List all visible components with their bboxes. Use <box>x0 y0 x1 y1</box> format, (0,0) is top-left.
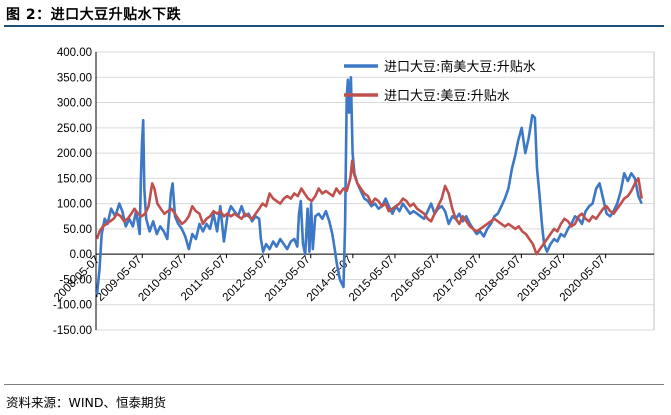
x-tick-label: 2010-05-07 <box>136 254 186 304</box>
legend-label-2: 进口大豆:美豆:升贴水 <box>384 89 510 104</box>
x-axis: 2008-05-072009-05-072010-05-072011-05-07… <box>52 253 654 304</box>
y-tick-label: 100.00 <box>57 199 92 211</box>
series-line-2 <box>95 159 643 256</box>
series-line-1 <box>95 76 643 295</box>
x-tick-label: 2020-05-07 <box>558 254 608 304</box>
y-axis: -150.00 -100.00 -50.00 0.00 50.00 100.00 150.0… <box>53 47 97 337</box>
y-tick-label: 0.00 <box>70 249 92 261</box>
y-tick-label: 350.00 <box>57 72 92 84</box>
y-tick-label: 250.00 <box>57 123 92 135</box>
y-tick-label: 150.00 <box>57 173 92 185</box>
y-tick-label: -100.00 <box>53 300 92 312</box>
source-divider <box>4 384 664 385</box>
title-divider <box>4 25 664 27</box>
y-tick-label: 400.00 <box>57 47 92 59</box>
y-tick-label: -150.00 <box>53 325 92 337</box>
y-tick-label: 200.00 <box>57 148 92 160</box>
source-note: 资料来源：WIND、恒泰期货 <box>6 395 167 410</box>
y-tick-label: 50.00 <box>63 224 92 236</box>
figure-title: 图 2：进口大豆升贴水下跌 <box>6 7 182 23</box>
line-chart: -150.00 -100.00 -50.00 0.00 50.00 100.00 150.0… <box>52 47 655 337</box>
y-tick-label: 300.00 <box>57 98 92 110</box>
series-lines <box>95 76 643 295</box>
y-tick-label: -50.00 <box>59 274 92 286</box>
legend-label-1: 进口大豆:南美大豆:升贴水 <box>384 59 536 75</box>
